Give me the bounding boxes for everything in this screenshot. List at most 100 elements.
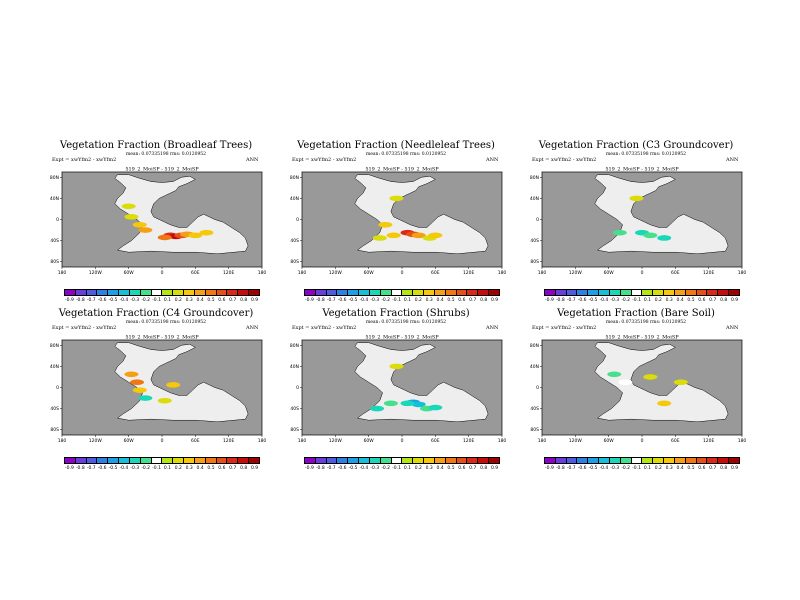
colorbar — [64, 457, 260, 464]
x-tick-label: 180 — [58, 438, 67, 444]
colorbar-label: -0.2 — [141, 298, 151, 303]
sea-region — [594, 174, 729, 255]
x-tick-label: 180 — [298, 270, 307, 276]
x-tick-label: 120W — [89, 438, 103, 444]
x-tick-label: 60E — [191, 270, 200, 276]
data-cell — [199, 229, 214, 236]
x-tick-label: 120W — [89, 270, 103, 276]
x-tick-label: 120W — [569, 270, 583, 276]
chart-annotation: ANN — [726, 325, 739, 331]
chart-subtitle: 519_2_MoiSP - 519_2_MoiSP — [125, 167, 199, 173]
colorbar-label: -0.4 — [359, 466, 369, 471]
colorbar-label: 0.7 — [709, 466, 717, 471]
colorbar-label: -0.4 — [119, 466, 129, 471]
colorbar-swatch — [599, 290, 610, 295]
x-tick-label: 60W — [124, 270, 135, 276]
colorbar-swatch — [391, 458, 403, 463]
colorbar-label: 0.7 — [469, 298, 477, 303]
colorbar-swatch — [238, 290, 250, 295]
colorbar-swatch — [162, 458, 174, 463]
data-cell — [411, 401, 426, 408]
chart-stats: mean: 0.07335198 rms: 0.0120952 — [605, 320, 687, 325]
colorbar-label: -0.7 — [566, 466, 576, 471]
colorbar-swatch — [326, 458, 338, 463]
chart-expt: Expt = xwYfm2 - xwYfm2 — [532, 157, 597, 163]
colorbar-label: -0.6 — [97, 298, 107, 303]
chart-stats: mean: 0.07335198 rms: 0.0120952 — [365, 320, 447, 325]
colorbar-swatch — [380, 458, 392, 463]
colorbar-swatch — [108, 458, 120, 463]
chart-annotation: ANN — [486, 325, 499, 331]
colorbar-swatch — [315, 458, 327, 463]
colorbar-swatch — [566, 458, 578, 463]
chart-stats: mean: 0.07335198 rms: 0.0120952 — [125, 320, 207, 325]
colorbar-label: 0.5 — [687, 466, 695, 471]
chart-title: Vegetation Fraction (Broadleaf Trees) — [59, 140, 253, 151]
colorbar-swatch — [653, 458, 665, 463]
x-tick-label: 60W — [604, 270, 615, 276]
x-tick-label: 180 — [258, 270, 267, 276]
colorbar-label: 0.9 — [250, 466, 259, 471]
colorbar-label: -0.8 — [315, 466, 325, 471]
x-tick-label: 120W — [329, 270, 343, 276]
x-tick-label: 0 — [401, 270, 404, 276]
colorbar-swatch — [205, 290, 217, 295]
colorbar-swatch — [65, 458, 76, 463]
colorbar-swatch — [685, 290, 697, 295]
colorbar-swatch — [86, 458, 98, 463]
colorbar-swatch — [140, 458, 152, 463]
y-tick-label: 40N — [530, 196, 539, 202]
data-cell — [166, 382, 181, 388]
y-tick-label: 80N — [530, 175, 539, 181]
colorbar-label: -0.4 — [599, 298, 609, 303]
colorbar-labels: -0.9 -0.8 -0.7 -0.6 -0.5 -0.4 -0.3 -0.2 -0.1 0.1 0… — [544, 466, 740, 474]
x-tick-label: 120E — [223, 270, 235, 276]
x-tick-label: 180 — [498, 270, 507, 276]
colorbar-swatch — [478, 458, 490, 463]
colorbar-label: -0.3 — [370, 298, 380, 303]
y-tick-label: 40S — [530, 238, 539, 244]
data-cell — [138, 395, 153, 401]
colorbar-swatch — [184, 290, 195, 295]
colorbar-label: 0.5 — [447, 298, 455, 303]
colorbar-label: 0.5 — [687, 298, 695, 303]
colorbar-label: -0.3 — [130, 466, 140, 471]
colorbar-swatch — [391, 290, 403, 295]
colorbar-swatch — [194, 290, 206, 295]
colorbar-label: 0.2 — [414, 298, 422, 303]
colorbar-label: 0.3 — [185, 298, 193, 303]
colorbar-label: -0.4 — [359, 298, 369, 303]
colorbar-swatch — [478, 290, 490, 295]
panel-broadleaf-trees: Vegetation Fraction (Broadleaf Trees) me… — [50, 140, 290, 330]
colorbar-label: -0.1 — [632, 466, 641, 471]
colorbar-swatch — [566, 290, 578, 295]
data-cell — [428, 404, 443, 411]
colorbar-swatch — [696, 458, 708, 463]
x-tick-label: 60W — [124, 438, 135, 444]
colorbar-swatch — [620, 458, 632, 463]
y-tick-label: 40N — [50, 196, 59, 202]
map-needleleaf-trees: 80N 40N 0 40S 80S 180 120W 60W 0 60E 120E 180 519_2_… — [290, 167, 507, 277]
colorbar-label: -0.2 — [381, 466, 391, 471]
data-cell — [389, 195, 404, 202]
x-tick-label: 60E — [671, 270, 680, 276]
colorbar-labels: -0.9 -0.8 -0.7 -0.6 -0.5 -0.4 -0.3 -0.2 -0.1 0.1 0… — [64, 466, 260, 474]
chart-annotation: ANN — [726, 157, 739, 163]
panel-c4-groundcover: Vegetation Fraction (C4 Groundcover) mea… — [50, 308, 290, 498]
y-tick-label: 40S — [50, 238, 59, 244]
colorbar-swatch — [445, 290, 457, 295]
colorbar-swatch — [369, 290, 381, 295]
colorbar-swatch — [609, 458, 621, 463]
colorbar-label: 0.6 — [458, 466, 466, 471]
colorbar-swatch — [369, 458, 381, 463]
data-cell — [121, 203, 136, 210]
colorbar-swatch — [674, 290, 686, 295]
colorbar-label: -0.7 — [86, 298, 96, 303]
colorbar-swatch — [664, 458, 675, 463]
chart-expt: Expt = xwYfm2 - xwYfm2 — [292, 325, 357, 331]
colorbar-swatch — [545, 290, 556, 295]
colorbar-label: 0.1 — [163, 298, 172, 303]
colorbar-label: -0.1 — [392, 298, 401, 303]
colorbar-swatch — [227, 458, 239, 463]
data-cell — [643, 232, 658, 239]
